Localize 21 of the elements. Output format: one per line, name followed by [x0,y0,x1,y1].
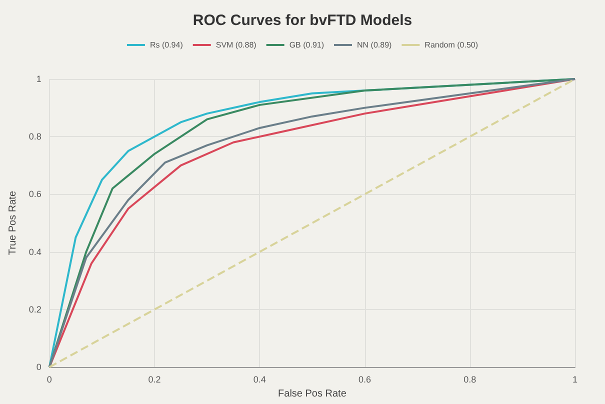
legend-label: Random (0.50) [424,40,478,50]
y-tick-label: 0.4 [28,246,42,257]
y-axis-title: True Pos Rate [8,190,18,256]
y-tick-label: 0.8 [28,132,42,142]
x-tick-label: 0 [46,374,52,385]
legend-label: NN (0.89) [357,40,392,50]
x-axis-title: False Pos Rate [278,388,347,400]
y-tick-label: 0 [36,362,42,372]
chart-title: ROC Curves for bvFTD Models [192,12,412,29]
x-tick-label: 0.8 [464,374,476,385]
x-tick-label: 1 [572,374,578,385]
y-tick-label: 1 [36,74,42,84]
x-tick-label: 0.6 [358,374,372,385]
y-tick-label: 0.2 [28,304,42,314]
legend-label: Rs (0.94) [150,40,184,50]
y-tick-label: 0.6 [28,189,42,200]
legend-label: SVM (0.88) [216,40,257,50]
legend-label: GB (0.91) [289,40,324,50]
x-tick-label: 0.4 [253,374,266,385]
x-tick-label: 0.2 [148,374,161,385]
line-series [48,78,576,368]
